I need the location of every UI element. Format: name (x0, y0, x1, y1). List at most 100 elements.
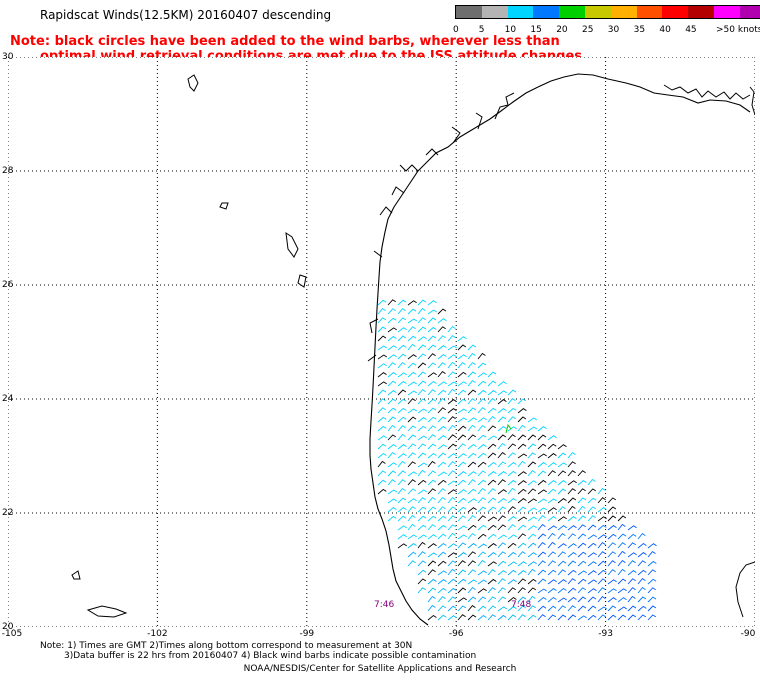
wind-barb (487, 479, 497, 486)
wind-barb (507, 434, 516, 441)
wind-barb (437, 542, 447, 549)
wind-barb (437, 461, 447, 468)
wind-barb (557, 569, 566, 576)
wind-barb (437, 425, 447, 432)
wind-barb (447, 399, 457, 405)
wind-barb (407, 326, 416, 333)
wind-barb (377, 335, 387, 342)
wind-barb (387, 498, 397, 504)
wind-barb (577, 605, 587, 612)
wind-barb (577, 596, 587, 603)
inland-lake-5 (86, 605, 128, 618)
wind-barb (507, 443, 517, 450)
wind-barb (607, 614, 617, 621)
wind-barb (487, 443, 497, 450)
wind-barb (527, 470, 536, 477)
wind-barb (517, 533, 526, 540)
wind-barb (457, 525, 467, 531)
wind-barb (597, 516, 607, 522)
wind-barb (427, 309, 437, 315)
wind-barb (447, 381, 458, 387)
coastline (369, 73, 751, 626)
wind-barb (537, 453, 547, 459)
wind-barb (417, 371, 427, 378)
wind-barb (547, 488, 557, 495)
wind-barb (537, 507, 547, 513)
wind-barb (407, 471, 417, 477)
wind-barb (487, 587, 496, 594)
wind-barb (497, 434, 507, 441)
wind-barb (467, 596, 477, 603)
legend-label: 10 (504, 25, 517, 35)
wind-barb (387, 407, 397, 414)
note-line-1: Note: black circles have been added to t… (10, 34, 560, 49)
wind-barb (447, 560, 457, 567)
wind-barb (437, 524, 447, 531)
wind-barb (377, 389, 387, 396)
wind-barb (397, 327, 407, 333)
wind-barb (547, 614, 557, 621)
wind-barb (477, 362, 487, 369)
wind-barb (447, 615, 457, 621)
wind-barb (437, 596, 446, 603)
wind-barb (527, 480, 537, 486)
wind-barb (457, 336, 467, 342)
wind-barb (407, 461, 416, 468)
wind-barb (577, 515, 587, 522)
wind-barb (507, 596, 517, 603)
wind-barb (507, 452, 516, 459)
wind-barb (407, 362, 417, 369)
wind-barb (417, 380, 427, 387)
wind-barb (567, 488, 576, 495)
wind-barb (377, 398, 386, 405)
wind-barb (447, 335, 456, 342)
wind-barb (507, 506, 516, 513)
wind-barb (467, 507, 477, 513)
wind-barb (417, 417, 427, 423)
wind-barb (397, 479, 406, 486)
wind-barb (397, 353, 407, 360)
wind-barb (387, 308, 396, 315)
wind-barb (457, 453, 467, 459)
wind-barb (527, 461, 537, 468)
wind-barb (507, 579, 517, 585)
wind-barb (397, 299, 407, 306)
wind-barb (577, 615, 587, 621)
wind-barb (487, 533, 497, 540)
wind-barb (397, 525, 407, 531)
wind-barb (437, 397, 446, 405)
wind-barb (477, 488, 486, 495)
wind-barb (477, 533, 487, 540)
wind-barb (597, 587, 606, 594)
wind-barb (507, 407, 517, 414)
wind-barb (407, 452, 416, 459)
wind-barb (447, 326, 456, 333)
wind-barb (607, 588, 617, 594)
wind-barb (567, 516, 577, 522)
wind-barb (557, 480, 567, 486)
wind-barb (477, 479, 487, 486)
wind-barb (397, 398, 407, 405)
wind-barb (517, 471, 527, 477)
wind-barb (467, 407, 477, 414)
wind-barb (537, 489, 547, 495)
wind-barb (587, 497, 597, 504)
wind-barb (407, 381, 417, 387)
wind-barb (447, 480, 457, 486)
wind-barb (627, 587, 636, 594)
wind-barb (407, 416, 417, 423)
wind-barb (547, 480, 557, 486)
wind-barb (387, 299, 396, 306)
legend-swatch (584, 6, 611, 18)
wind-barb (587, 478, 596, 486)
wind-barb (517, 460, 526, 468)
wind-barb (607, 569, 616, 576)
wind-barb (417, 515, 427, 522)
wind-barb (407, 318, 418, 324)
footer-line-1: Note: 1) Times are GMT 2)Times along bot… (40, 641, 413, 651)
wind-barb (427, 515, 437, 522)
wind-barb (467, 461, 477, 468)
wind-barb (527, 614, 537, 621)
wind-barb (597, 614, 607, 621)
wind-barb (597, 524, 607, 531)
